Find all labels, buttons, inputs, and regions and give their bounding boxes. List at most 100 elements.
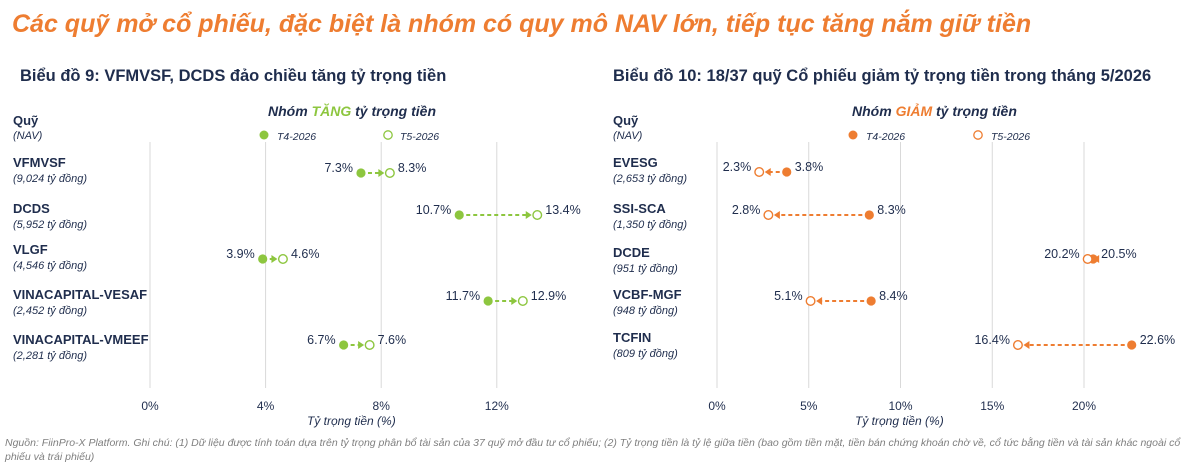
left-fund-nav: (5,952 tỷ đồng): [13, 219, 87, 231]
left-t4-point: [258, 254, 268, 264]
right-tick-label: 20%: [1072, 399, 1096, 413]
left-value-label: 4.6%: [291, 247, 320, 261]
right-t5-point: [1012, 340, 1023, 351]
right-fund-name: TCFIN: [613, 330, 652, 345]
right-value-label: 2.3%: [723, 160, 752, 174]
left-fund-nav: (4,546 tỷ đồng): [13, 260, 87, 272]
right-legend-t4-marker: [848, 130, 858, 140]
right-value-label: 20.2%: [1044, 247, 1079, 261]
right-value-label: 3.8%: [795, 160, 824, 174]
right-t4-point: [1127, 340, 1137, 350]
right-value-label: 8.4%: [879, 289, 908, 303]
right-arrow-head: [1023, 341, 1030, 349]
right-fund-nav: (948 tỷ đồng): [613, 305, 678, 317]
right-value-label: 16.4%: [974, 333, 1009, 347]
left-fund-name: DCDS: [13, 201, 50, 216]
left-fund-nav: (2,452 tỷ đồng): [13, 305, 87, 317]
right-legend-t4-label: T4-2026: [866, 131, 906, 143]
right-t5-point: [805, 296, 816, 307]
increase-keyword: TĂNG: [311, 103, 352, 119]
right-tick-label: 0%: [708, 399, 726, 413]
right-fund-name: VCBF-MGF: [613, 287, 682, 302]
right-t5-point: [763, 209, 774, 220]
right-fund-nav: (809 tỷ đồng): [613, 348, 678, 360]
left-t4-point: [356, 168, 366, 178]
left-t4-point: [483, 296, 493, 306]
right-t5-point: [754, 166, 765, 177]
right-arrow-head: [764, 168, 771, 176]
right-t5-point: [1082, 253, 1093, 264]
right-t4-point: [782, 167, 792, 177]
right-tick-label: 5%: [800, 399, 818, 413]
left-fund-name: VINACAPITAL-VMEEF: [13, 332, 149, 347]
left-arrow-head: [378, 169, 385, 177]
left-value-label: 10.7%: [416, 203, 451, 217]
left-x-axis-title: Tỷ trọng tiền (%): [307, 414, 396, 428]
left-value-label: 7.3%: [324, 161, 353, 175]
right-fund-nav: (951 tỷ đồng): [613, 263, 678, 275]
right-value-label: 22.6%: [1140, 333, 1175, 347]
left-group-title: Nhóm TĂNG tỷ trọng tiền: [268, 103, 437, 119]
right-legend-t5-marker: [973, 130, 983, 140]
left-value-label: 7.6%: [378, 333, 407, 347]
left-value-label: 11.7%: [446, 289, 481, 303]
left-fund-name: VLGF: [13, 242, 48, 257]
left-t4-point: [454, 210, 464, 220]
left-t5-point: [364, 340, 375, 351]
right-header-nav: (NAV): [613, 130, 643, 142]
right-t4-point: [864, 210, 874, 220]
left-arrow-head: [358, 341, 365, 349]
right-fund-name: DCDE: [613, 245, 650, 260]
left-value-label: 6.7%: [307, 333, 336, 347]
left-t5-point: [517, 296, 528, 307]
main-title: Các quỹ mở cổ phiếu, đặc biệt là nhóm có…: [12, 10, 1032, 38]
left-legend-t5-label: T5-2026: [400, 131, 440, 143]
right-tick-label: 15%: [980, 399, 1004, 413]
right-tick-label: 10%: [888, 399, 912, 413]
right-fund-nav: (2,653 tỷ đồng): [613, 173, 687, 185]
left-value-label: 13.4%: [545, 203, 580, 217]
right-t4-point: [866, 296, 876, 306]
right-arrow-head: [773, 211, 780, 219]
left-fund-name: VINACAPITAL-VESAF: [13, 287, 148, 302]
left-fund-name: VFMVSF: [13, 155, 66, 170]
left-t5-point: [532, 209, 543, 220]
left-arrow-head: [511, 297, 518, 305]
left-arrow-head: [271, 255, 278, 263]
left-legend-t4-marker: [259, 130, 269, 140]
right-group-title: Nhóm GIẢM tỷ trọng tiền: [852, 103, 1017, 119]
left-arrow-head: [525, 211, 532, 219]
left-header-nav: (NAV): [13, 130, 43, 142]
left-value-label: 3.9%: [226, 247, 255, 261]
left-fund-nav: (9,024 tỷ đồng): [13, 173, 87, 185]
right-fund-nav: (1,350 tỷ đồng): [613, 219, 687, 231]
right-arrow-head: [816, 297, 823, 305]
left-tick-label: 8%: [373, 399, 391, 413]
right-fund-name: EVESG: [613, 155, 658, 170]
left-header-fund: Quỹ: [13, 113, 39, 128]
right-fund-name: SSI-SCA: [613, 201, 666, 216]
footnote: Nguồn: FiinPro-X Platform. Ghi chú: (1) …: [5, 437, 1181, 463]
decrease-keyword: GIẢM: [895, 103, 933, 119]
left-value-label: 12.9%: [531, 289, 566, 303]
left-tick-label: 0%: [141, 399, 159, 413]
right-x-axis-title: Tỷ trọng tiền (%): [855, 414, 944, 428]
right-chart-title: Biểu đồ 10: 18/37 quỹ Cổ phiếu giảm tỷ t…: [613, 67, 1152, 85]
left-legend-t4-label: T4-2026: [277, 131, 317, 143]
left-value-label: 8.3%: [398, 161, 427, 175]
left-legend-t5-marker: [383, 130, 393, 140]
right-value-label: 5.1%: [774, 289, 803, 303]
right-value-label: 8.3%: [877, 203, 906, 217]
left-tick-label: 4%: [257, 399, 275, 413]
right-header-fund: Quỹ: [613, 113, 639, 128]
right-legend-t5-label: T5-2026: [991, 131, 1031, 143]
left-chart-title: Biểu đồ 9: VFMVSF, DCDS đảo chiều tăng t…: [20, 67, 447, 85]
left-fund-nav: (2,281 tỷ đồng): [13, 350, 87, 362]
left-t5-point: [384, 167, 395, 178]
left-tick-label: 12%: [485, 399, 509, 413]
right-value-label: 2.8%: [732, 203, 761, 217]
left-t4-point: [339, 340, 349, 350]
left-t5-point: [277, 253, 288, 264]
right-value-label: 20.5%: [1101, 247, 1136, 261]
